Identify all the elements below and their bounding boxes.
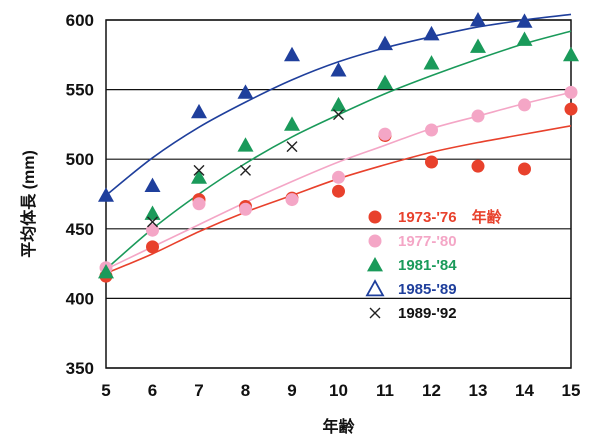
x-tick-label: 8 xyxy=(241,381,250,400)
data-point xyxy=(377,74,393,90)
data-point xyxy=(237,137,254,152)
data-point xyxy=(378,127,392,141)
data-point xyxy=(191,103,207,119)
y-tick-label: 550 xyxy=(66,81,94,100)
x-tick-label: 11 xyxy=(376,381,394,400)
data-point xyxy=(332,184,345,198)
data-point xyxy=(192,197,206,211)
trend-line xyxy=(105,125,572,275)
legend-label: 1973-'76 年齢 xyxy=(398,208,503,226)
data-point xyxy=(333,109,344,121)
data-point xyxy=(191,169,207,184)
data-point xyxy=(518,98,531,112)
legend-label: 1981-'84 xyxy=(398,257,457,274)
data-point xyxy=(516,13,533,28)
legend: 1973-'76 年齢 1977-'80 1981-'84 1985-'89 1989-… xyxy=(365,208,503,322)
data-point xyxy=(237,84,254,99)
data-point xyxy=(423,25,440,41)
data-point xyxy=(564,85,578,99)
data-point xyxy=(284,46,300,62)
x-axis-label: 年齢 xyxy=(322,417,355,436)
data-point xyxy=(330,96,347,112)
legend-marker xyxy=(365,279,385,297)
data-point xyxy=(564,102,578,116)
x-tick-label: 6 xyxy=(148,381,157,400)
data-point xyxy=(144,177,161,193)
legend-marker xyxy=(369,307,381,319)
data-point xyxy=(146,240,159,254)
data-point xyxy=(144,205,161,220)
x-tick-label: 14 xyxy=(515,381,534,400)
data-point xyxy=(518,162,531,176)
y-axis-label: 平均体長 (mm) xyxy=(19,150,38,258)
data-point xyxy=(147,216,158,228)
legend-label: 1989-'92 xyxy=(398,305,457,322)
data-point xyxy=(146,223,159,237)
data-point xyxy=(377,35,393,51)
legend-marker xyxy=(368,210,382,224)
y-tick-label: 500 xyxy=(66,150,94,169)
data-point xyxy=(240,164,251,176)
trend-line xyxy=(105,13,572,197)
data-point xyxy=(286,141,298,153)
tick-labels: 350 400 450 500 550 600 5 6 7 8 9 10 11 12 13 14 15 xyxy=(66,11,581,400)
x-tick-label: 9 xyxy=(287,381,296,400)
data-point xyxy=(425,155,438,169)
y-tick-label: 400 xyxy=(66,289,94,308)
data-point xyxy=(98,263,114,279)
data-point xyxy=(285,193,299,207)
y-tick-label: 450 xyxy=(66,220,94,239)
data-point xyxy=(193,164,205,176)
y-tick-label: 350 xyxy=(66,359,94,378)
data-point xyxy=(239,202,252,216)
data-point xyxy=(563,46,579,62)
data-point xyxy=(471,159,485,173)
x-tick-label: 13 xyxy=(469,381,488,400)
legend-marker xyxy=(367,257,383,272)
x-tick-label: 5 xyxy=(101,381,110,400)
x-tick-label: 7 xyxy=(194,381,203,400)
data-point xyxy=(332,170,345,184)
data-point xyxy=(423,55,440,70)
legend-label: 1977-'80 xyxy=(398,233,457,250)
x-tick-label: 10 xyxy=(329,381,348,400)
legend-label: 1985-'89 xyxy=(398,281,457,298)
data-point xyxy=(471,109,485,123)
data-point xyxy=(98,187,114,202)
data-point xyxy=(284,116,300,131)
trend-lines xyxy=(105,13,572,275)
x-tick-label: 12 xyxy=(422,381,441,400)
data-point xyxy=(516,31,533,46)
data-point xyxy=(470,12,486,27)
data-point xyxy=(470,38,486,53)
x-tick-label: 15 xyxy=(562,381,581,400)
legend-marker xyxy=(368,234,382,248)
y-tick-label: 600 xyxy=(66,11,94,30)
data-point xyxy=(330,62,347,77)
data-point xyxy=(425,123,438,137)
data-points xyxy=(98,12,579,283)
trend-line xyxy=(105,91,572,270)
